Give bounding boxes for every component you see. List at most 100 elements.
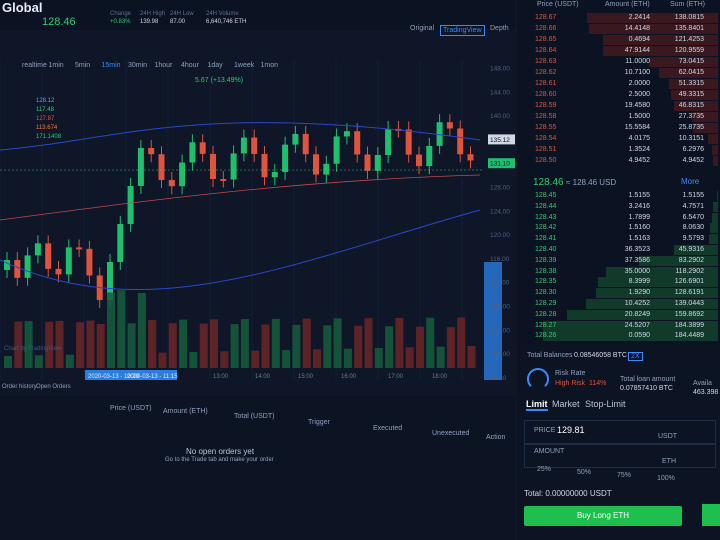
- legend-value: 171.1408: [36, 134, 62, 140]
- book-sum: 135.8401: [674, 25, 704, 32]
- price-axis-label: 108.00: [490, 304, 510, 311]
- orders-tab[interactable]: Order history: [2, 384, 37, 390]
- amount-field[interactable]: [524, 444, 716, 468]
- volume-bar: [220, 351, 229, 368]
- volume-bar: [127, 323, 136, 368]
- timeframe[interactable]: 1week: [234, 62, 255, 69]
- book-amount: 1.5163: [628, 235, 650, 243]
- candle: [127, 186, 134, 224]
- candle: [24, 255, 31, 278]
- volume-bar: [65, 354, 74, 368]
- candle: [446, 122, 453, 129]
- book-price: 128.28: [535, 310, 557, 318]
- candle: [240, 137, 247, 154]
- depth-bar: [713, 201, 718, 212]
- depth-bar: [669, 79, 718, 89]
- book-amount: 1.5160: [628, 224, 650, 232]
- candle: [271, 172, 278, 178]
- volume-bar: [405, 347, 414, 368]
- time-axis-label: 14:00: [255, 374, 271, 380]
- volume-bar: [416, 326, 424, 368]
- depth-bar: [605, 266, 718, 277]
- more-link[interactable]: More: [681, 177, 700, 186]
- depth-bar: [639, 255, 718, 266]
- price-scale: [484, 262, 502, 380]
- price-axis-label: 104.00: [490, 327, 510, 334]
- stat-label: Change: [110, 11, 132, 17]
- percent-option[interactable]: 100%: [657, 475, 675, 482]
- book-amount: 20.8249: [624, 310, 650, 318]
- book-price: 128.35: [535, 278, 557, 286]
- stat-value: 139.98: [140, 19, 159, 25]
- chart-tab[interactable]: Original: [410, 25, 435, 32]
- orders-tab[interactable]: Open Orders: [36, 384, 71, 390]
- time-axis-label: 15:00: [298, 374, 314, 380]
- percent-option[interactable]: 50%: [577, 469, 592, 476]
- volume-bar: [199, 323, 208, 368]
- trade-tab[interactable]: Stop-Limit: [585, 399, 626, 409]
- book-price: 128.65: [535, 36, 557, 43]
- price-axis-label: 96.60: [490, 375, 507, 382]
- book-price: 128.66: [535, 25, 557, 32]
- top-bar: [0, 0, 515, 30]
- timeframe[interactable]: 30min: [128, 62, 148, 69]
- book-amount: 15.5584: [624, 124, 650, 131]
- empty-title: No open orders yet: [186, 447, 255, 456]
- timeframe[interactable]: realtime: [22, 62, 47, 69]
- price-field[interactable]: [524, 420, 716, 444]
- stat-value: 6,640,746 ETH: [206, 19, 247, 25]
- candle: [137, 148, 144, 186]
- book-price: 128.51: [535, 146, 557, 153]
- percent-option[interactable]: 25%: [537, 466, 552, 473]
- price-tag: [488, 134, 515, 145]
- volume-bar: [189, 351, 198, 368]
- volume-bar: [271, 318, 280, 368]
- candle: [426, 145, 433, 167]
- book-price: 128.38: [535, 267, 557, 275]
- timeframe[interactable]: 15min: [101, 62, 121, 69]
- price-axis-label: 144.00: [490, 89, 510, 96]
- timeframe[interactable]: 4hour: [181, 62, 199, 69]
- book-amount: 1.9290: [628, 289, 650, 297]
- time-axis-label: 2020-03-13 - 10:20: [88, 374, 140, 380]
- candle: [179, 162, 186, 187]
- book-sum: 126.6901: [674, 278, 704, 286]
- book-sum: 184.3899: [674, 321, 704, 329]
- price-label: PRICE: [534, 427, 556, 434]
- timeframe[interactable]: 5min: [75, 62, 91, 69]
- trade-tab[interactable]: Limit: [526, 399, 548, 411]
- book-sum: 73.0415: [678, 58, 704, 65]
- price-axis-label: 120.00: [490, 232, 510, 239]
- trade-tab[interactable]: Market: [552, 399, 580, 409]
- book-sum: 138.0815: [674, 14, 704, 21]
- price-chart: 148.00 144.00 140.00 135.12 131.10 128.00 124.…: [0, 60, 515, 382]
- candle: [333, 136, 340, 164]
- candle: [313, 154, 319, 175]
- buy-button[interactable]: Buy Long ETH: [524, 506, 682, 526]
- volume-bar: [302, 318, 311, 368]
- candle: [374, 155, 381, 171]
- percent-option[interactable]: 75%: [617, 472, 632, 479]
- book-price: 128.54: [535, 135, 557, 142]
- volume-bar: [179, 319, 188, 368]
- timeframe[interactable]: 1min: [48, 62, 64, 69]
- depth-bar: [671, 90, 718, 100]
- timeframe[interactable]: 1day: [207, 62, 223, 69]
- loan-label: Total loan amount: [620, 376, 676, 383]
- orders-column: Total (USDT): [234, 413, 275, 420]
- candle: [261, 153, 268, 178]
- candle: [148, 148, 155, 155]
- candle: [436, 122, 443, 146]
- candle: [158, 154, 165, 180]
- chart-tab[interactable]: Depth: [490, 25, 509, 32]
- chart-tab[interactable]: TradingView: [440, 25, 485, 36]
- book-amount: 36.3523: [624, 246, 650, 253]
- book-amount: 2.5000: [628, 91, 650, 98]
- price-axis-label: 100.00: [490, 351, 510, 358]
- book-sum: 6.5470: [682, 213, 704, 221]
- timeframe[interactable]: 1mon: [260, 62, 279, 69]
- depth-bar: [710, 223, 718, 234]
- candle: [199, 142, 206, 154]
- timeframe[interactable]: 1hour: [154, 62, 173, 69]
- volume-bar: [230, 324, 239, 368]
